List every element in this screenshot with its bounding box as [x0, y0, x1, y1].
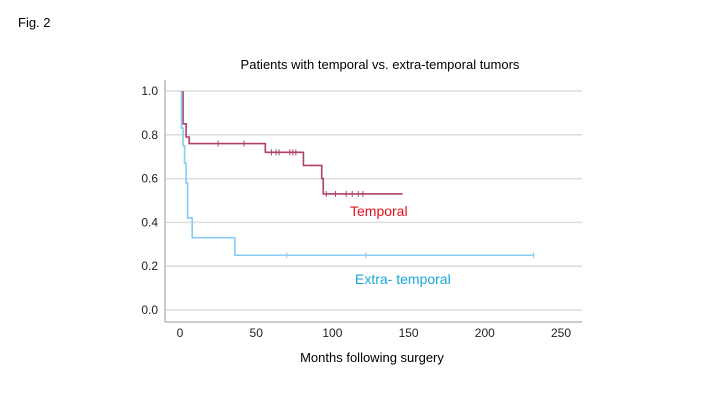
y-tick-label: 1.0: [141, 84, 158, 98]
y-tick-label: 0.4: [141, 215, 158, 229]
figure-label: Fig. 2: [18, 15, 51, 30]
y-tick-label: 0.6: [141, 172, 158, 186]
x-tick-label: 150: [399, 326, 419, 340]
x-tick-label: 200: [475, 326, 495, 340]
series-label-temporal: Temporal: [350, 203, 408, 219]
y-tick-label: 0.8: [141, 128, 158, 142]
y-tick-label: 0.2: [141, 259, 158, 273]
y-tick-label: 0.0: [141, 303, 158, 317]
series-label-extra-temporal: Extra- temporal: [355, 271, 451, 287]
chart-title: Patients with temporal vs. extra-tempora…: [241, 57, 520, 72]
x-axis-label: Months following surgery: [300, 350, 444, 365]
x-tick-label: 250: [551, 326, 571, 340]
survival-curve-extra-temporal: [180, 91, 534, 257]
x-tick-label: 0: [177, 326, 184, 340]
x-tick-label: 100: [322, 326, 342, 340]
survival-curve-temporal: [182, 91, 403, 195]
x-tick-label: 50: [250, 326, 264, 340]
